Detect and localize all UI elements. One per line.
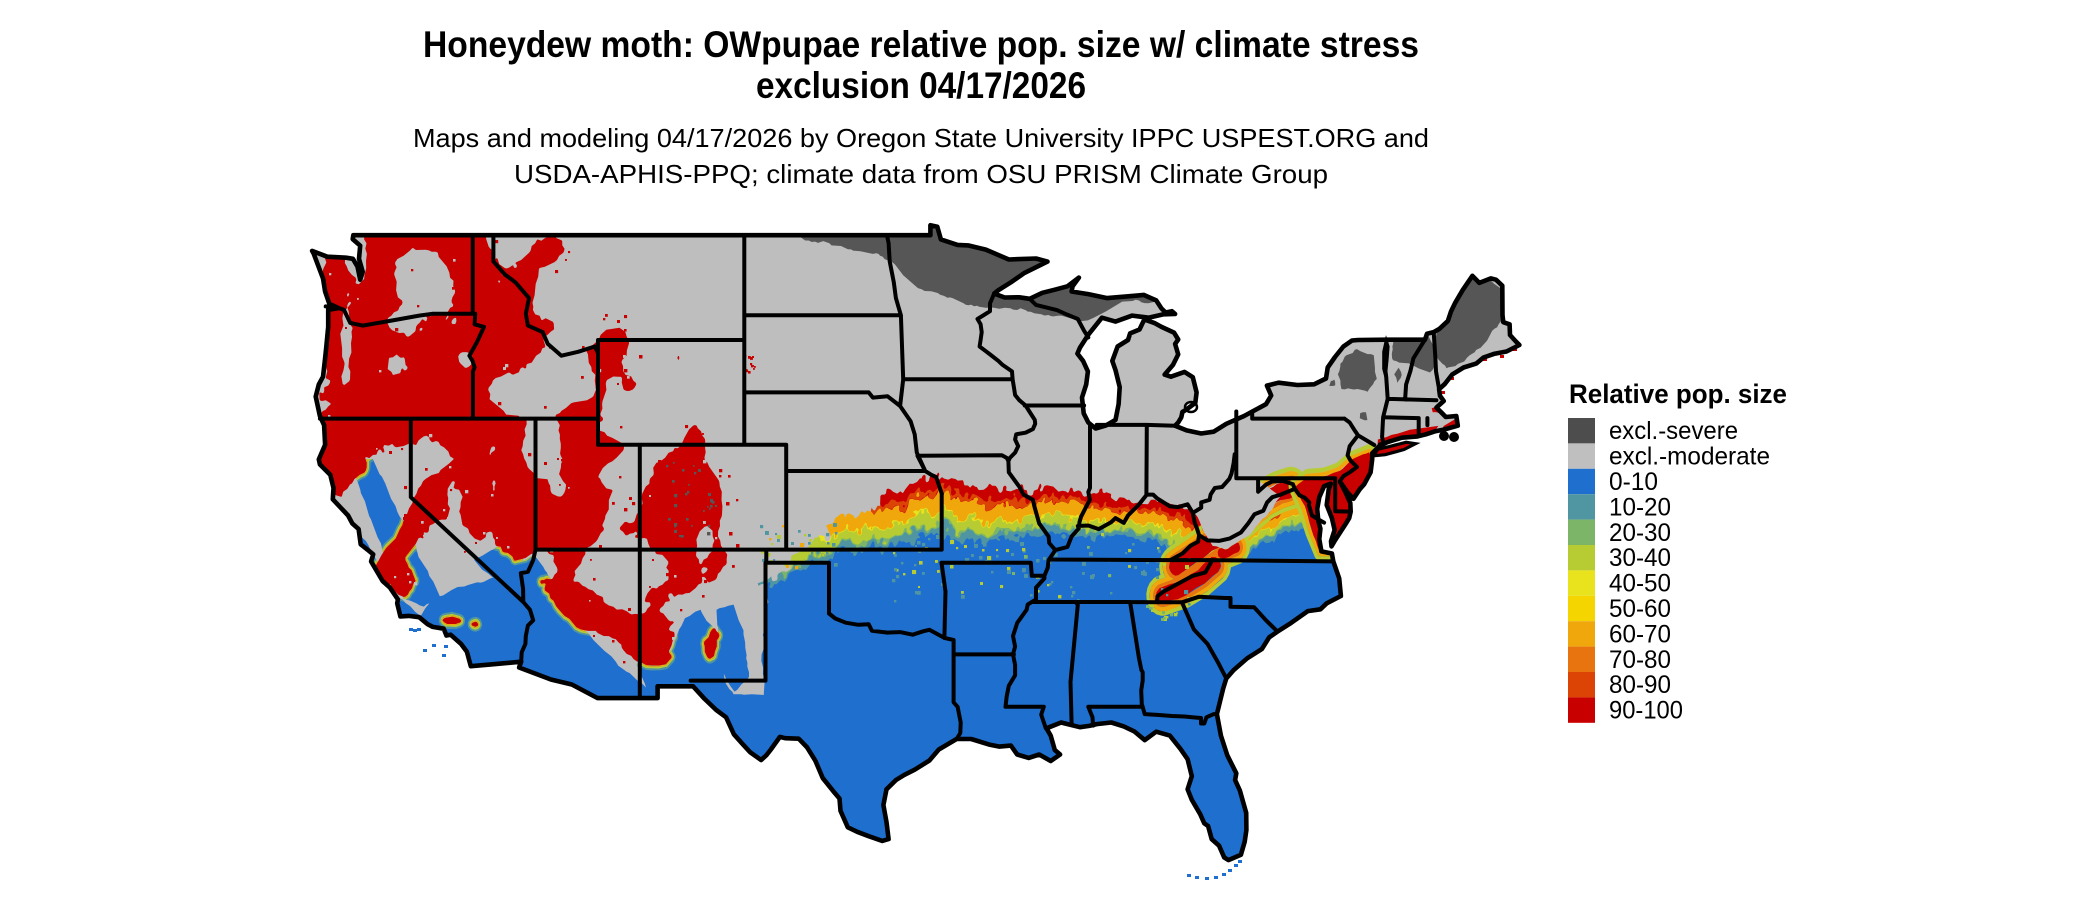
svg-text:10-20: 10-20 xyxy=(1609,493,1671,521)
svg-text:20-30: 20-30 xyxy=(1609,519,1671,547)
svg-text:60-70: 60-70 xyxy=(1609,620,1671,648)
svg-text:70-80: 70-80 xyxy=(1609,646,1671,674)
svg-text:exclusion 04/17/2026: exclusion 04/17/2026 xyxy=(756,65,1086,106)
svg-text:30-40: 30-40 xyxy=(1609,544,1671,572)
svg-text:USDA-APHIS-PPQ; climate data f: USDA-APHIS-PPQ; climate data from OSU PR… xyxy=(514,159,1328,189)
svg-text:40-50: 40-50 xyxy=(1609,570,1671,598)
svg-text:excl.-moderate: excl.-moderate xyxy=(1609,443,1770,471)
svg-text:Relative pop. size: Relative pop. size xyxy=(1569,379,1787,409)
svg-text:80-90: 80-90 xyxy=(1609,671,1671,699)
svg-text:0-10: 0-10 xyxy=(1609,468,1658,496)
svg-text:Maps and modeling 04/17/2026 b: Maps and modeling 04/17/2026 by Oregon S… xyxy=(413,123,1429,153)
svg-text:90-100: 90-100 xyxy=(1609,697,1683,725)
svg-text:excl.-severe: excl.-severe xyxy=(1609,417,1738,445)
svg-text:Honeydew moth: OWpupae relativ: Honeydew moth: OWpupae relative pop. siz… xyxy=(423,24,1419,65)
svg-text:50-60: 50-60 xyxy=(1609,595,1671,623)
